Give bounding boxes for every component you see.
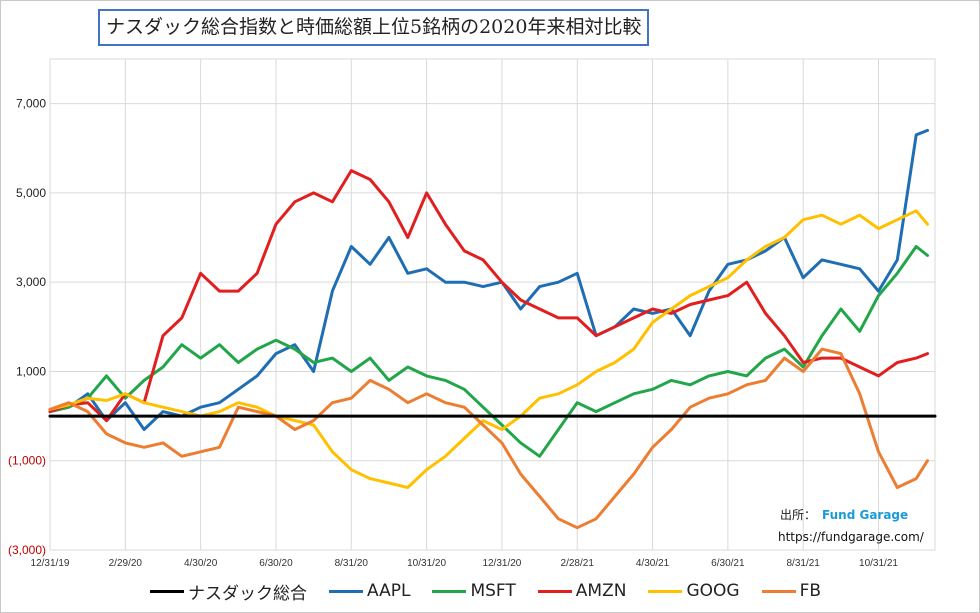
y-tick-label: 3,000: [16, 275, 46, 289]
x-tick-label: 2/29/20: [109, 558, 143, 569]
chart-title: ナスダック総合指数と時価総額上位5銘柄の2020年来相対比較: [98, 9, 650, 46]
source-credit: 出所： Fund Garage: [780, 506, 908, 523]
x-tick-label: 4/30/21: [636, 558, 670, 569]
series-line-1: [48, 128, 929, 431]
y-axis-ticks: (3,000) (1,000) 1,000 3,000 5,000 7,000: [8, 97, 46, 557]
x-tick-label: 4/30/20: [184, 558, 218, 569]
legend-item-msft: MSFT: [432, 581, 516, 601]
legend-item-amzn: AMZN: [537, 581, 627, 601]
x-tick-label: 12/31/19: [31, 558, 70, 569]
series-line-3: [48, 169, 929, 423]
y-tick-label: (1,000): [8, 454, 46, 468]
legend-label: FB: [799, 581, 822, 601]
x-tick-label: 8/31/20: [335, 558, 369, 569]
y-tick-label: 7,000: [16, 97, 46, 111]
y-tick-label: 1,000: [16, 364, 46, 378]
x-axis-ticks: 12/31/19 2/29/20 4/30/20 6/30/20 8/31/20 10/3…: [31, 558, 899, 569]
legend-swatch: [648, 589, 683, 593]
legend-swatch: [761, 589, 796, 593]
source-url: https://fundgarage.com/: [778, 530, 924, 544]
legend-item-nasdaq: ナスダック総合: [150, 579, 307, 604]
source-label: 出所：: [780, 508, 817, 522]
legend-item-goog: GOOG: [648, 581, 740, 601]
y-tick-label: 5,000: [16, 186, 46, 200]
source-brand: Fund Garage: [822, 508, 909, 522]
x-tick-label: 6/30/21: [711, 558, 745, 569]
legend-swatch: [537, 589, 572, 593]
x-tick-label: 2/28/21: [561, 558, 595, 569]
plot-area: [49, 58, 936, 551]
x-tick-label: 10/31/21: [859, 558, 898, 569]
legend-label: AAPL: [367, 581, 411, 601]
series-lines: [48, 128, 937, 530]
legend-label: MSFT: [470, 581, 516, 601]
legend-swatch: [432, 589, 467, 593]
legend-label: ナスダック総合: [188, 583, 307, 604]
x-tick-label: 8/31/21: [787, 558, 821, 569]
x-tick-label: 6/30/20: [259, 558, 293, 569]
legend-swatch: [150, 589, 184, 593]
series-line-5: [48, 347, 929, 530]
legend-label: GOOG: [686, 581, 740, 601]
x-tick-label: 12/31/20: [482, 558, 521, 569]
x-tick-label: 10/31/20: [407, 558, 446, 569]
legend-item-aapl: AAPL: [329, 581, 410, 601]
legend-item-fb: FB: [761, 581, 822, 601]
legend-label: AMZN: [575, 581, 627, 601]
legend-swatch: [329, 589, 363, 593]
legend: ナスダック総合 AAPL MSFT AMZN GOOG FB: [150, 579, 850, 604]
y-tick-label: (3,000): [8, 543, 46, 557]
